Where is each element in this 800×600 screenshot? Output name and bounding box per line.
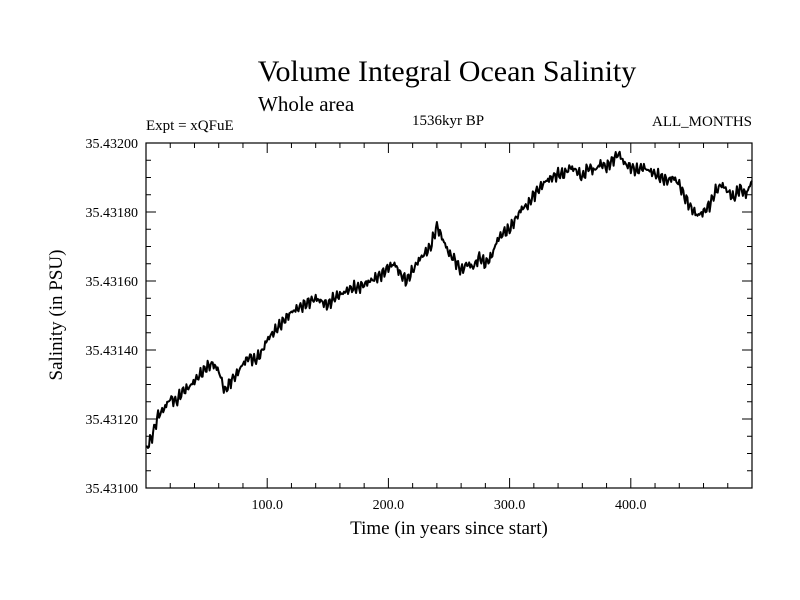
x-tick-label: 400.0 (615, 498, 647, 513)
y-tick-label: 35.43180 (86, 206, 139, 221)
months-label: ALL_MONTHS (652, 114, 752, 130)
x-axis-label: Time (in years since start) (350, 518, 548, 539)
salinity-series-line (145, 150, 753, 449)
x-tick-label: 300.0 (494, 498, 526, 513)
x-tick-label: 200.0 (373, 498, 405, 513)
y-tick-label: 35.43200 (86, 137, 139, 152)
chart-subtitle: Whole area (258, 92, 355, 116)
y-tick-label: 35.43100 (86, 482, 139, 497)
y-axis-label: Salinity (in PSU) (46, 250, 67, 381)
x-tick-label: 100.0 (251, 498, 283, 513)
y-tick-label: 35.43140 (86, 344, 139, 359)
chart-title: Volume Integral Ocean Salinity (258, 55, 637, 88)
period-label: 1536kyr BP (412, 113, 484, 129)
y-tick-label: 35.43160 (86, 275, 139, 290)
x-axis-ticks: 100.0 200.0 300.0 400.0 (169, 143, 729, 513)
plot-frame (145, 142, 753, 489)
experiment-label: Expt = xQFuE (146, 118, 234, 134)
y-axis-ticks: 35.43100 35.43120 35.43140 35.43160 35.43180… (86, 137, 752, 497)
y-tick-label: 35.43120 (86, 413, 139, 428)
